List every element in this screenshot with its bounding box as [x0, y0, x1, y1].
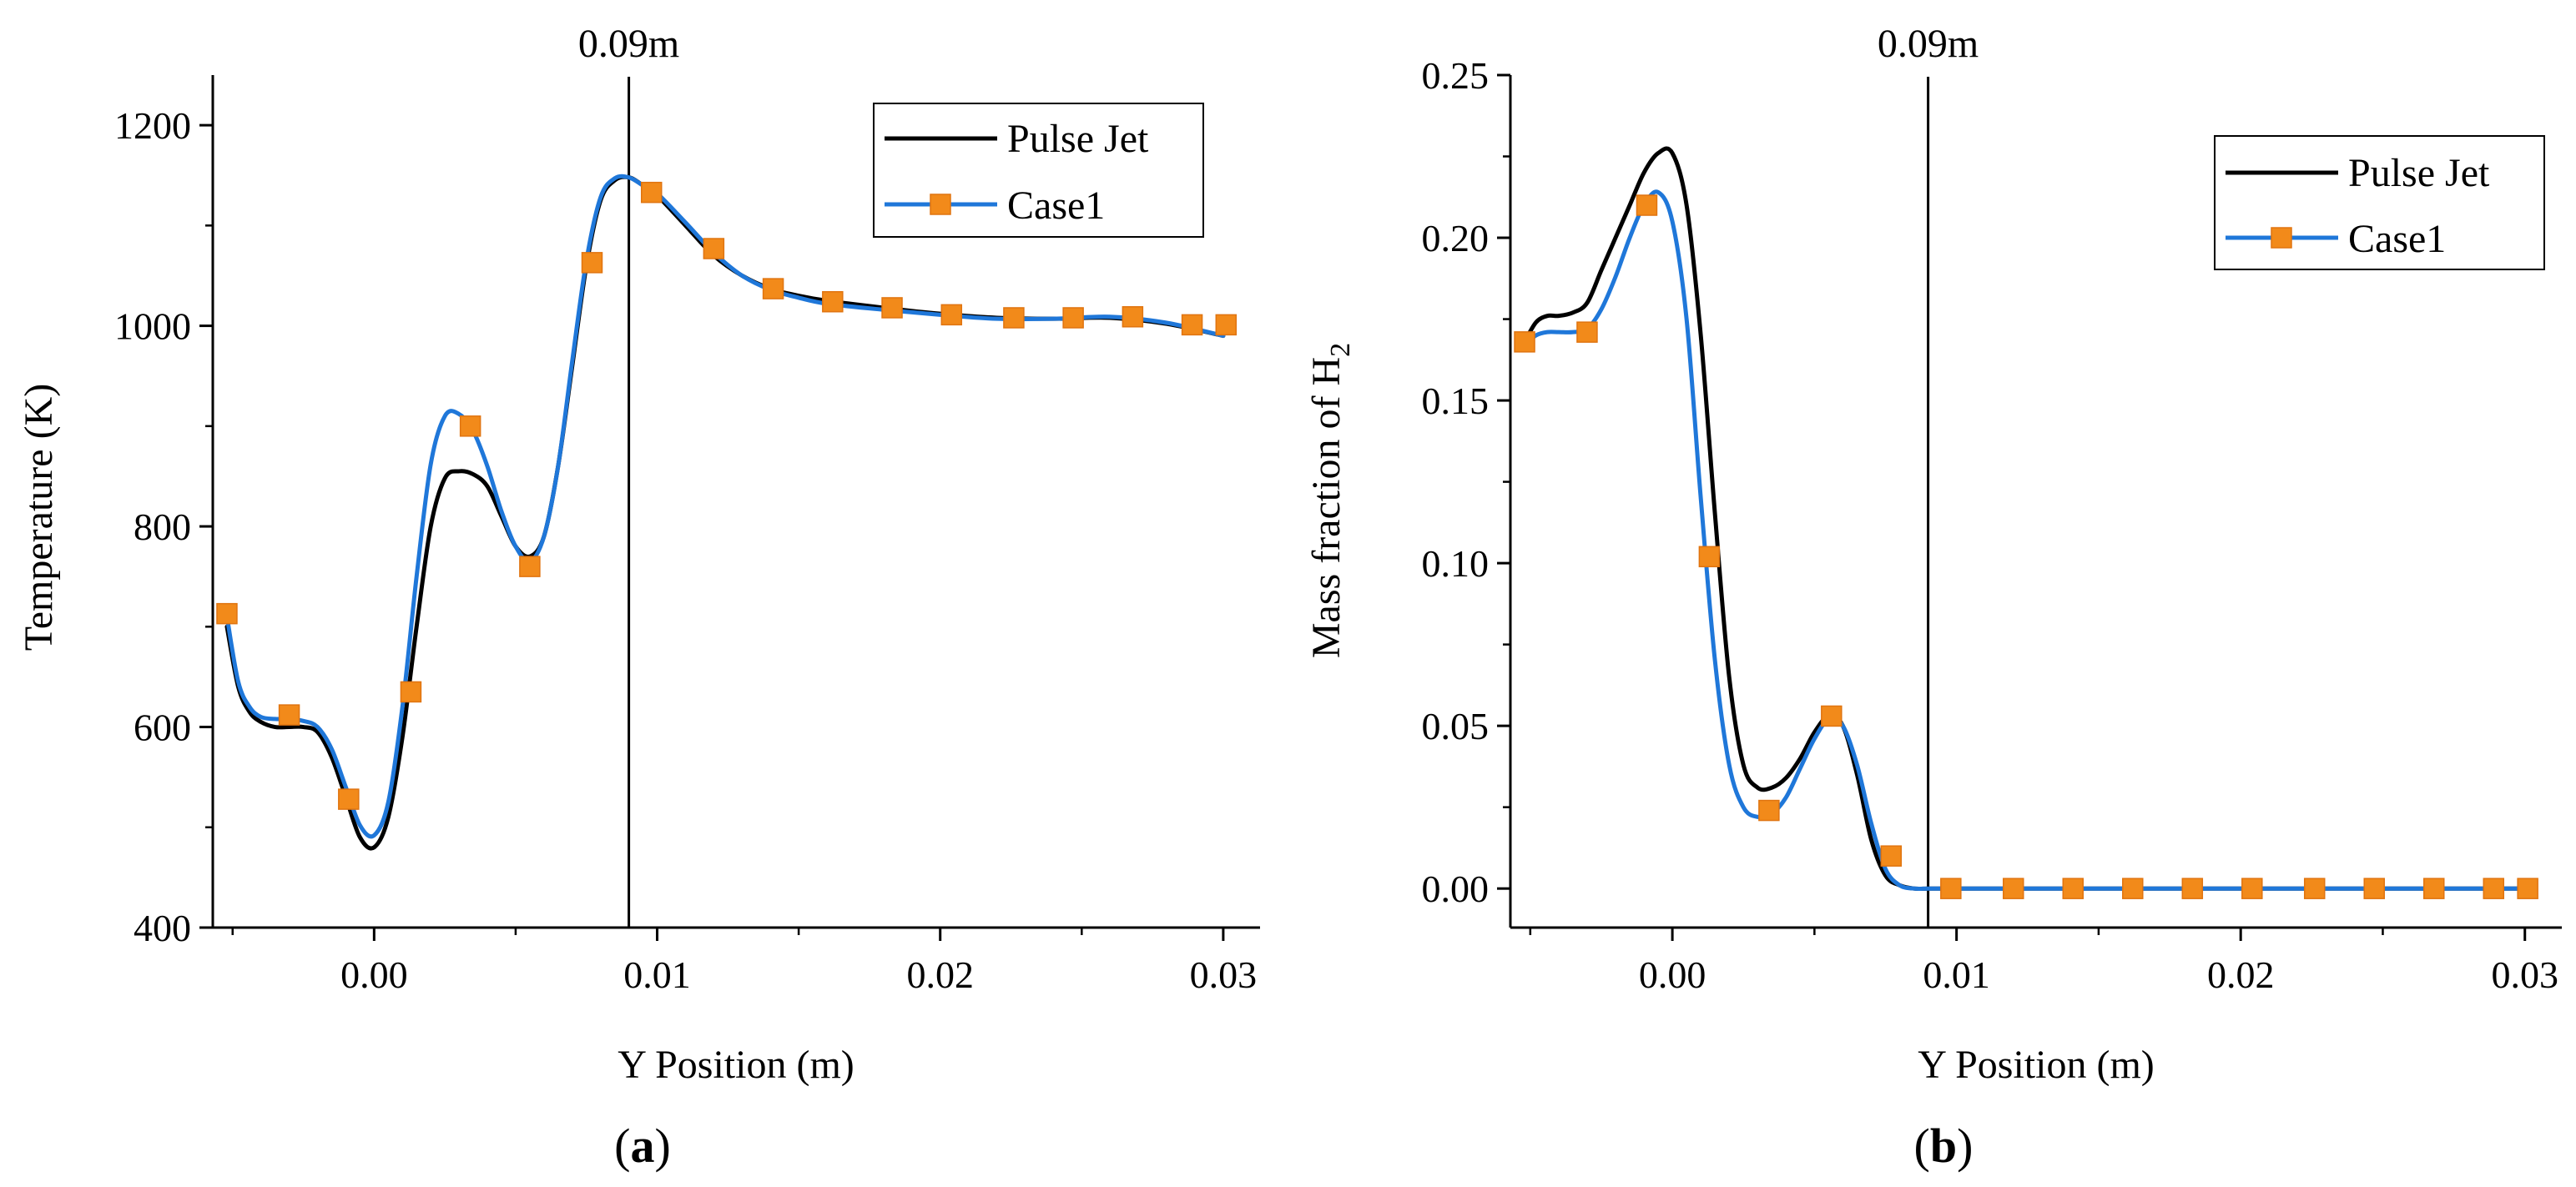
- y-tick-label: 1200: [114, 104, 191, 147]
- case1-marker: [1003, 307, 1025, 329]
- x-tick-label: 0.02: [2207, 953, 2275, 996]
- legend-marker-case1: [930, 194, 951, 215]
- case1-marker: [2363, 878, 2385, 899]
- legend-label-pulse-jet: Pulse Jet: [2348, 151, 2490, 195]
- x-tick-label: 0.03: [1190, 953, 1258, 996]
- case1-marker: [2241, 878, 2263, 899]
- case1-marker: [881, 297, 903, 319]
- y-tick-label: 0.10: [1422, 542, 1490, 585]
- panel-label-a: (a): [614, 1119, 671, 1173]
- case1-marker: [1940, 878, 1962, 899]
- x-axis-label: Y Position (m): [1918, 1043, 2155, 1087]
- case1-marker: [2423, 878, 2445, 899]
- y-tick-label: 800: [134, 505, 191, 548]
- case1-marker: [640, 181, 663, 204]
- panel-b-h2-mass-fraction-chart: 0.09m 0.00 0.01 0.02 0.030.000.050.100.150.…: [1304, 22, 2562, 1173]
- series-line-pulse-jet: [224, 174, 1226, 851]
- case1-marker: [2003, 878, 2024, 899]
- case1-marker: [2483, 878, 2505, 899]
- series-line-case1: [1522, 189, 2528, 891]
- y-axis-label: Temperature (K): [17, 384, 61, 651]
- case1-marker: [940, 304, 963, 326]
- case1-marker: [1181, 314, 1203, 336]
- x-tick-label: 0.02: [906, 953, 974, 996]
- y-tick-label: 0.05: [1422, 705, 1490, 747]
- case1-marker: [519, 556, 541, 577]
- case1-marker: [1636, 194, 1658, 216]
- case1-marker: [216, 602, 238, 625]
- case1-marker: [1062, 307, 1084, 329]
- case1-marker: [1758, 799, 1780, 822]
- y-tick-label: 600: [134, 707, 191, 749]
- legend-box: [873, 103, 1204, 238]
- case1-marker: [703, 238, 725, 259]
- y-axis-label: Mass fraction of H2: [1304, 343, 1356, 658]
- case1-marker: [2122, 878, 2144, 899]
- case1-marker: [1215, 314, 1238, 336]
- case1-marker: [2303, 878, 2326, 899]
- case1-marker: [1576, 321, 1598, 343]
- series-line-case1: [224, 174, 1226, 839]
- y-tick-label: 400: [134, 907, 191, 949]
- data-markers: [216, 181, 1238, 810]
- y-tick-label: 1000: [114, 305, 191, 348]
- y-tick-label: 0.25: [1422, 54, 1490, 97]
- vertical-line-label: 0.09m: [1878, 22, 1979, 66]
- legend-marker-case1: [2271, 227, 2292, 249]
- x-tick-label: 0.00: [340, 953, 408, 996]
- x-tick-label: 0.00: [1639, 953, 1706, 996]
- legend: Pulse Jet Case1: [2214, 135, 2545, 270]
- case1-marker: [1514, 331, 1535, 353]
- case1-marker: [1880, 845, 1903, 867]
- case1-marker: [581, 252, 603, 274]
- case1-marker: [400, 681, 422, 703]
- legend-label-case1: Case1: [1007, 184, 1105, 228]
- y-tick-label: 0.00: [1422, 868, 1490, 910]
- axis-ticks: 0.00 0.01 0.02 0.03 0.00 0.05 0.10 0.15 0.20 0.25: [1422, 54, 2558, 996]
- axis-ticks: 0.00 0.01 0.02 0.03 400 600 800 1000 1200: [114, 104, 1257, 996]
- case1-marker: [278, 704, 300, 726]
- legend: Pulse Jet Case1: [873, 103, 1204, 238]
- y-tick-label: 0.15: [1422, 380, 1490, 422]
- x-tick-label: 0.01: [1923, 953, 1990, 996]
- legend-box: [2214, 135, 2545, 270]
- vertical-line-label: 0.09m: [578, 22, 679, 66]
- x-tick-label: 0.03: [2491, 953, 2558, 996]
- panel-label-b: (b): [1914, 1119, 1974, 1173]
- case1-marker: [1122, 306, 1144, 328]
- x-tick-label: 0.01: [623, 953, 691, 996]
- legend-label-pulse-jet: Pulse Jet: [1007, 117, 1149, 161]
- x-axis-label: Y Position (m): [618, 1043, 854, 1087]
- case1-marker: [1821, 705, 1843, 727]
- data-markers: [1514, 194, 2538, 899]
- panel-a-temperature-chart: 0.09m 0.00 0.01 0.02 0.0340060080010001200 …: [17, 22, 1260, 1173]
- case1-marker: [338, 788, 360, 810]
- y-tick-label: 0.20: [1422, 217, 1490, 259]
- case1-marker: [2517, 878, 2538, 899]
- case1-marker: [459, 415, 481, 437]
- case1-marker: [2062, 878, 2084, 899]
- case1-marker: [762, 278, 784, 299]
- data-lines: [224, 174, 1226, 851]
- case1-marker: [1698, 546, 1721, 568]
- case1-marker: [822, 290, 844, 313]
- case1-marker: [2181, 878, 2204, 899]
- legend-label-case1: Case1: [2348, 217, 2446, 261]
